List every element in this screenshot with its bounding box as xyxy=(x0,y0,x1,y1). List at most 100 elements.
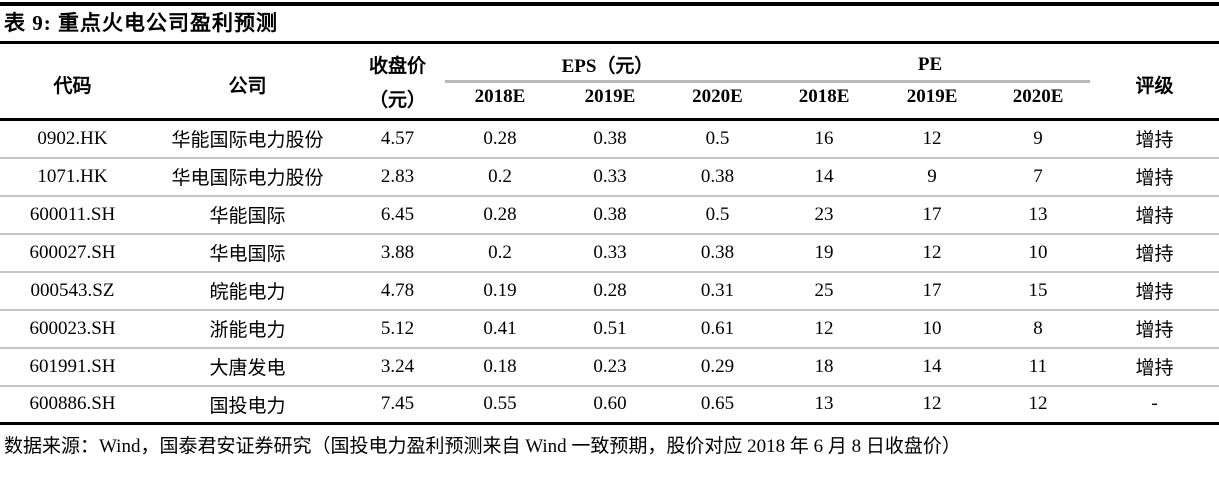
header-row-years: 2018E 2019E 2020E 2018E 2019E 2020E xyxy=(0,81,1219,120)
cell-close-price: 4.57 xyxy=(350,118,445,158)
col-header-pe-2018e: 2018E xyxy=(798,86,850,108)
table-row: 0902.HK 华能国际电力股份 4.57 0.28 0.38 0.5 16 12 9 增持 xyxy=(0,118,1219,158)
data-source-note: 数据来源：Wind，国泰君安证券研究（国投电力盈利预测来自 Wind 一致预期，… xyxy=(4,436,961,457)
cell-close-price: 2.83 xyxy=(350,156,445,196)
title-top-rule xyxy=(0,2,1219,6)
cell-eps-2018e: 0.2 xyxy=(445,156,555,196)
cell-eps-2018e: 0.28 xyxy=(445,194,555,234)
cell-pe-2018e: 18 xyxy=(770,346,879,386)
cell-pe-2018e: 13 xyxy=(770,384,879,424)
cell-pe-2018e: 16 xyxy=(770,118,879,158)
cell-pe-2020e: 12 xyxy=(986,384,1091,424)
table-row: 601991.SH 大唐发电 3.24 0.18 0.23 0.29 18 14 11 增持 xyxy=(0,346,1219,386)
cell-eps-2020e: 0.5 xyxy=(665,194,771,234)
col-header-pe-2020e: 2020E xyxy=(1012,86,1064,108)
cell-rating: 增持 xyxy=(1090,308,1219,348)
cell-pe-2019e: 12 xyxy=(878,384,987,424)
cell-close-price: 5.12 xyxy=(350,308,445,348)
cell-rating: 增持 xyxy=(1090,194,1219,234)
cell-close-price: 3.88 xyxy=(350,232,445,272)
cell-pe-2019e: 12 xyxy=(878,118,987,158)
cell-pe-2019e: 17 xyxy=(878,194,987,234)
col-header-pe-2019e: 2019E xyxy=(906,86,958,108)
header-row-groups: 代码 公司 收盘价 （元） EPS（元） PE 评级 xyxy=(0,42,1219,111)
profit-forecast-table: 代码 公司 收盘价 （元） EPS（元） PE 评级 2018E 2019E 2… xyxy=(0,41,1219,425)
table-row: 600023.SH 浙能电力 5.12 0.41 0.51 0.61 12 10 8 增持 xyxy=(0,308,1219,348)
cell-pe-2020e: 10 xyxy=(986,232,1091,272)
cell-close-price: 7.45 xyxy=(350,384,445,424)
cell-pe-2020e: 11 xyxy=(986,346,1091,386)
cell-eps-2019e: 0.51 xyxy=(555,308,665,348)
cell-rating: 增持 xyxy=(1090,270,1219,310)
cell-company: 华能国际 xyxy=(145,194,350,234)
cell-pe-2020e: 13 xyxy=(986,194,1091,234)
cell-eps-2018e: 0.2 xyxy=(445,232,555,272)
cell-eps-2019e: 0.33 xyxy=(555,156,665,196)
cell-eps-2019e: 0.38 xyxy=(555,194,665,234)
col-header-company: 公司 xyxy=(228,75,267,97)
table-row: 1071.HK 华电国际电力股份 2.83 0.2 0.33 0.38 14 9 7 增持 xyxy=(0,156,1219,196)
cell-eps-2019e: 0.28 xyxy=(555,270,665,310)
cell-pe-2019e: 12 xyxy=(878,232,987,272)
cell-pe-2019e: 9 xyxy=(878,156,987,196)
cell-eps-2019e: 0.60 xyxy=(555,384,665,424)
cell-rating: - xyxy=(1090,384,1219,424)
cell-eps-2020e: 0.65 xyxy=(665,384,771,424)
table-body: 0902.HK 华能国际电力股份 4.57 0.28 0.38 0.5 16 12 9 增持 107… xyxy=(0,118,1219,424)
table-row: 600886.SH 国投电力 7.45 0.55 0.60 0.65 13 12 12- xyxy=(0,384,1219,424)
cell-pe-2018e: 12 xyxy=(770,308,879,348)
cell-eps-2019e: 0.38 xyxy=(555,118,665,158)
cell-code: 600886.SH xyxy=(0,384,145,424)
report-table-section: 表 9: 重点火电公司盈利预测 代码 公司 收盘价 （元） EPS（元） xyxy=(0,2,1219,457)
cell-company: 国投电力 xyxy=(145,384,350,424)
cell-close-price: 4.78 xyxy=(350,270,445,310)
cell-pe-2018e: 14 xyxy=(770,156,879,196)
cell-pe-2019e: 10 xyxy=(878,308,987,348)
col-header-close-price: 收盘价 （元） xyxy=(350,43,445,120)
cell-close-price: 3.24 xyxy=(350,346,445,386)
table-row: 600027.SH 华电国际 3.88 0.2 0.33 0.38 19 12 10 增持 xyxy=(0,232,1219,272)
cell-eps-2020e: 0.38 xyxy=(665,156,771,196)
cell-eps-2020e: 0.38 xyxy=(665,232,771,272)
cell-pe-2020e: 15 xyxy=(986,270,1091,310)
cell-pe-2019e: 14 xyxy=(878,346,987,386)
cell-company: 浙能电力 xyxy=(145,308,350,348)
cell-eps-2019e: 0.23 xyxy=(555,346,665,386)
cell-eps-2020e: 0.61 xyxy=(665,308,771,348)
cell-code: 000543.SZ xyxy=(0,270,145,310)
col-group-pe: PE xyxy=(770,42,1091,83)
cell-eps-2020e: 0.31 xyxy=(665,270,771,310)
cell-rating: 增持 xyxy=(1090,346,1219,386)
table-header: 代码 公司 收盘价 （元） EPS（元） PE 评级 2018E 2019E 2… xyxy=(0,42,1219,120)
cell-pe-2019e: 17 xyxy=(878,270,987,310)
table-title: 表 9: 重点火电公司盈利预测 xyxy=(4,11,278,35)
cell-code: 600011.SH xyxy=(0,194,145,234)
col-header-eps-2019e: 2019E xyxy=(584,86,636,108)
cell-code: 1071.HK xyxy=(0,156,145,196)
col-header-code: 代码 xyxy=(53,75,92,97)
table-row: 600011.SH 华能国际 6.45 0.28 0.38 0.5 23 17 13 增持 xyxy=(0,194,1219,234)
col-header-eps-2020e: 2020E xyxy=(692,86,743,108)
table-row: 000543.SZ 皖能电力 4.78 0.19 0.28 0.31 25 17 15 增持 xyxy=(0,270,1219,310)
cell-rating: 增持 xyxy=(1090,118,1219,158)
cell-eps-2019e: 0.33 xyxy=(555,232,665,272)
col-header-rating: 评级 xyxy=(1135,75,1174,97)
cell-pe-2020e: 9 xyxy=(986,118,1091,158)
cell-pe-2018e: 23 xyxy=(770,194,879,234)
cell-code: 601991.SH xyxy=(0,346,145,386)
col-header-close-price-line1: 收盘价 xyxy=(368,56,426,77)
cell-company: 华电国际 xyxy=(145,232,350,272)
col-header-close-price-line2: （元） xyxy=(368,90,426,111)
cell-code: 0902.HK xyxy=(0,118,145,158)
cell-code: 600023.SH xyxy=(0,308,145,348)
cell-code: 600027.SH xyxy=(0,232,145,272)
cell-eps-2018e: 0.18 xyxy=(445,346,555,386)
cell-close-price: 6.45 xyxy=(350,194,445,234)
col-group-eps: EPS（元） xyxy=(445,42,771,83)
cell-pe-2018e: 19 xyxy=(770,232,879,272)
cell-company: 华能国际电力股份 xyxy=(145,118,350,158)
cell-eps-2018e: 0.55 xyxy=(445,384,555,424)
cell-company: 华电国际电力股份 xyxy=(145,156,350,196)
cell-company: 皖能电力 xyxy=(145,270,350,310)
cell-eps-2018e: 0.41 xyxy=(445,308,555,348)
